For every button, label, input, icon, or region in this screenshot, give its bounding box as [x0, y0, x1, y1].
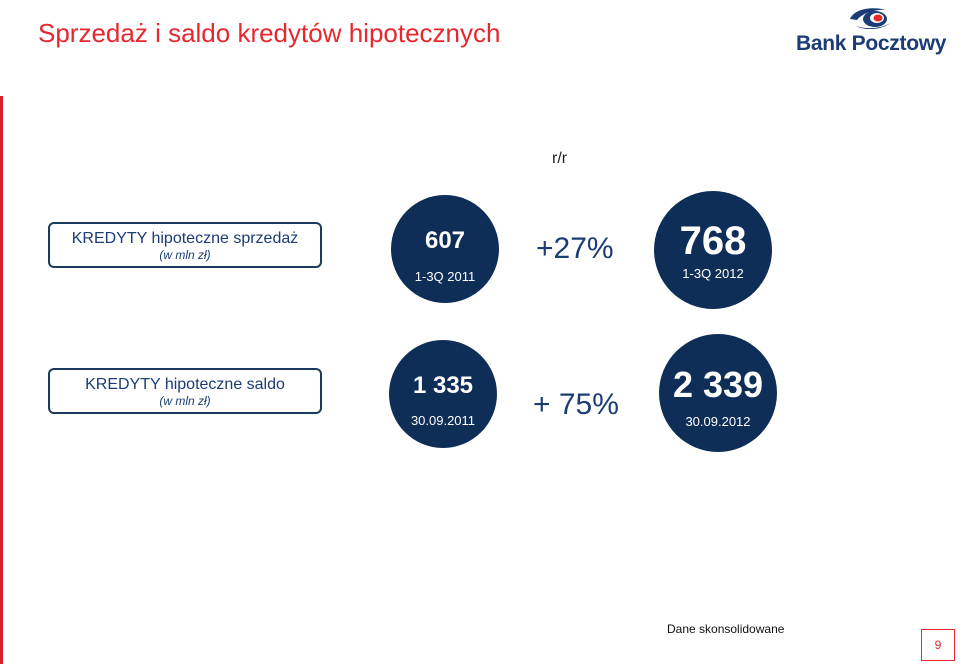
balance-curr-period: 30.09.2012	[685, 414, 751, 429]
bank-pocztowy-emblem-icon	[850, 8, 892, 30]
sales-unit: (w mln zł)	[159, 248, 211, 262]
balance-label-box: KREDYTY hipoteczne saldo (w mln zł)	[48, 368, 322, 414]
sales-label: KREDYTY hipoteczne sprzedaż	[71, 230, 299, 247]
balance-unit: (w mln zł)	[159, 394, 211, 408]
page-number: 9	[921, 629, 955, 661]
bank-logo: Bank Pocztowy	[794, 6, 950, 58]
balance-label: KREDYTY hipoteczne saldo	[85, 376, 285, 393]
balance-prev-value: 1 335	[412, 372, 474, 399]
yoy-header: r/r	[552, 150, 568, 167]
balance-change: + 75%	[533, 388, 619, 421]
balance-curr-circle: 2 339 30.09.2012	[659, 334, 777, 452]
left-accent-rule	[0, 96, 3, 664]
balance-curr-value: 2 339	[672, 364, 764, 405]
logo-text: Bank Pocztowy	[796, 32, 947, 55]
sales-curr-period: 1-3Q 2012	[682, 266, 744, 281]
page-title: Sprzedaż i saldo kredytów hipotecznych	[38, 18, 501, 48]
balance-prev-circle: 1 335 30.09.2011	[389, 340, 497, 448]
balance-prev-period: 30.09.2011	[410, 413, 476, 428]
footer-note: Dane skonsolidowane	[667, 622, 785, 636]
sales-prev-circle: 607 1-3Q 2011	[391, 195, 499, 303]
sales-curr-circle: 768 1-3Q 2012	[654, 191, 772, 309]
sales-label-box: KREDYTY hipoteczne sprzedaż (w mln zł)	[48, 222, 322, 268]
sales-prev-period: 1-3Q 2011	[414, 269, 476, 284]
sales-change: +27%	[536, 232, 614, 265]
sales-prev-value: 607	[424, 227, 466, 254]
sales-curr-value: 768	[679, 219, 747, 263]
